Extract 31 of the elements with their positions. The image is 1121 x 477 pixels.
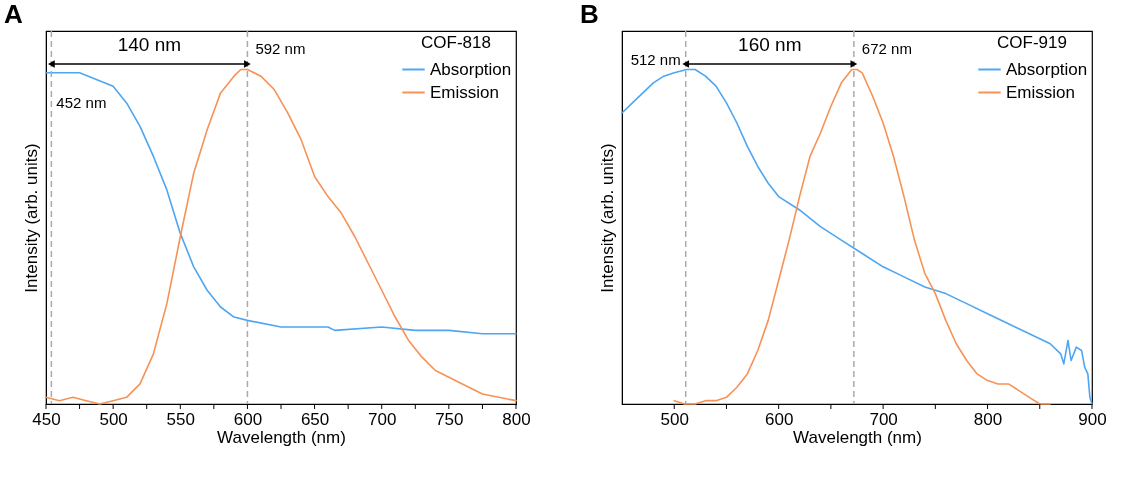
x-tick-label: 550 <box>166 409 195 429</box>
chart-title: B <box>580 0 599 30</box>
text: 592 nm <box>255 40 306 57</box>
x-tick-label: 900 <box>1078 409 1107 429</box>
x-tick-label: 650 <box>300 409 330 429</box>
annotation: 452 nm <box>56 94 107 111</box>
x-tick-label: 750 <box>435 409 464 429</box>
legend-label: Absorption <box>430 59 512 79</box>
text: 140 nm <box>117 34 182 55</box>
x-tick-label: 500 <box>660 409 689 429</box>
chart-title: A <box>4 0 23 30</box>
text: 160 nm <box>738 34 802 55</box>
legend-title: COF-919 <box>997 33 1067 52</box>
x-tick-label: 700 <box>368 409 397 429</box>
legend-label: Emission <box>1006 82 1075 102</box>
x-tick-label: 800 <box>973 409 1003 429</box>
x-tick-label: 800 <box>502 409 531 429</box>
legend-label: Absorption <box>1006 59 1088 79</box>
y-axis-title: Intensity (arb. units) <box>21 143 41 293</box>
x-tick-label: 600 <box>764 409 794 429</box>
x-axis-title: Wavelength (nm) <box>793 427 922 447</box>
legend-title: COF-818 <box>421 33 491 52</box>
x-tick-label: 700 <box>869 409 898 429</box>
x-tick-label: 500 <box>99 409 128 429</box>
x-tick-label: 450 <box>32 409 61 429</box>
text: 672 nm <box>861 40 912 57</box>
text: 512 nm <box>630 51 681 68</box>
x-axis-title: Wavelength (nm) <box>217 427 346 447</box>
x-tick-label: 600 <box>233 409 263 429</box>
legend-label: Emission <box>430 82 499 102</box>
y-axis-title: Intensity (arb. units) <box>597 143 617 293</box>
